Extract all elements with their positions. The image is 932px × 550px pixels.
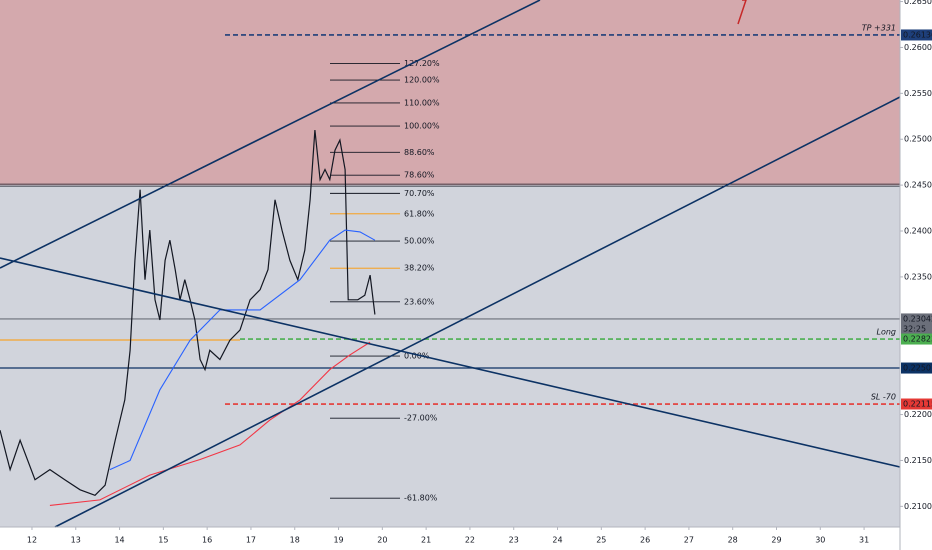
fib-label: 88.60%: [404, 148, 435, 157]
fib-label: 70.70%: [404, 189, 435, 198]
series-line: [109, 229, 376, 471]
trend-line: [0, 0, 541, 269]
fib-label: -61.80%: [404, 494, 438, 503]
price-badge: [901, 398, 932, 410]
x-tick-label: 14: [114, 536, 124, 545]
series-line: [0, 130, 376, 496]
x-tick-label: 29: [771, 536, 781, 545]
x-tick-label: 23: [509, 536, 519, 545]
fib-label: 50.00%: [404, 237, 435, 246]
fib-label: 38.20%: [404, 264, 435, 273]
fib-label: 78.60%: [404, 171, 435, 180]
fib-label: 110.00%: [404, 98, 440, 107]
price-line-label: SL -70: [871, 393, 896, 402]
price-badge: [901, 362, 932, 374]
price-line-label: Long: [877, 328, 897, 337]
arrow: [737, 0, 747, 25]
x-tick-label: 26: [640, 536, 650, 545]
x-tick-label: 20: [377, 536, 387, 545]
x-tick-label: 13: [71, 536, 81, 545]
fib-label: -27.00%: [404, 414, 438, 423]
trend-line: [0, 257, 901, 468]
price-badge: [901, 29, 932, 41]
fib-label: 100.00%: [404, 122, 440, 131]
price-badge-label: 0.22507: [903, 364, 932, 373]
x-tick-label: 22: [465, 536, 475, 545]
countdown: 32:25: [903, 324, 926, 333]
price-badge-label: 0.22823: [903, 335, 932, 344]
x-tick-label: 18: [290, 536, 300, 545]
price-badge-label: 0.23042: [903, 314, 932, 323]
x-tick-label: 12: [27, 536, 37, 545]
resistance-zone: [0, 0, 900, 186]
x-tick-label: 19: [333, 536, 343, 545]
x-tick-label: 27: [684, 536, 694, 545]
x-tick-label: 15: [158, 536, 168, 545]
price-badge-label: 0.26136: [903, 30, 932, 39]
fib-label: 0.00%: [404, 352, 430, 361]
fib-label: 23.60%: [404, 297, 435, 306]
series-line: [49, 341, 371, 506]
x-tick-label: 17: [246, 536, 256, 545]
price-line-label: TP +331: [862, 23, 896, 32]
x-tick-label: 16: [202, 536, 212, 545]
x-tick-label: 25: [596, 536, 606, 545]
x-tick-label: 28: [728, 536, 738, 545]
x-tick-label: 31: [859, 536, 869, 545]
fib-label: 127.20%: [404, 59, 440, 68]
x-tick-label: 21: [421, 536, 431, 545]
price-badge-label: 0.22115: [903, 400, 932, 409]
x-tick-label: 30: [815, 536, 825, 545]
price-badge: [901, 333, 932, 345]
price-badge: [901, 313, 932, 336]
trend-line: [54, 96, 901, 528]
y-tick-label: 0.21000: [904, 502, 932, 511]
fib-label: 120.00%: [404, 76, 440, 85]
x-tick-label: 24: [552, 536, 562, 545]
fib-label: 61.80%: [404, 209, 435, 218]
